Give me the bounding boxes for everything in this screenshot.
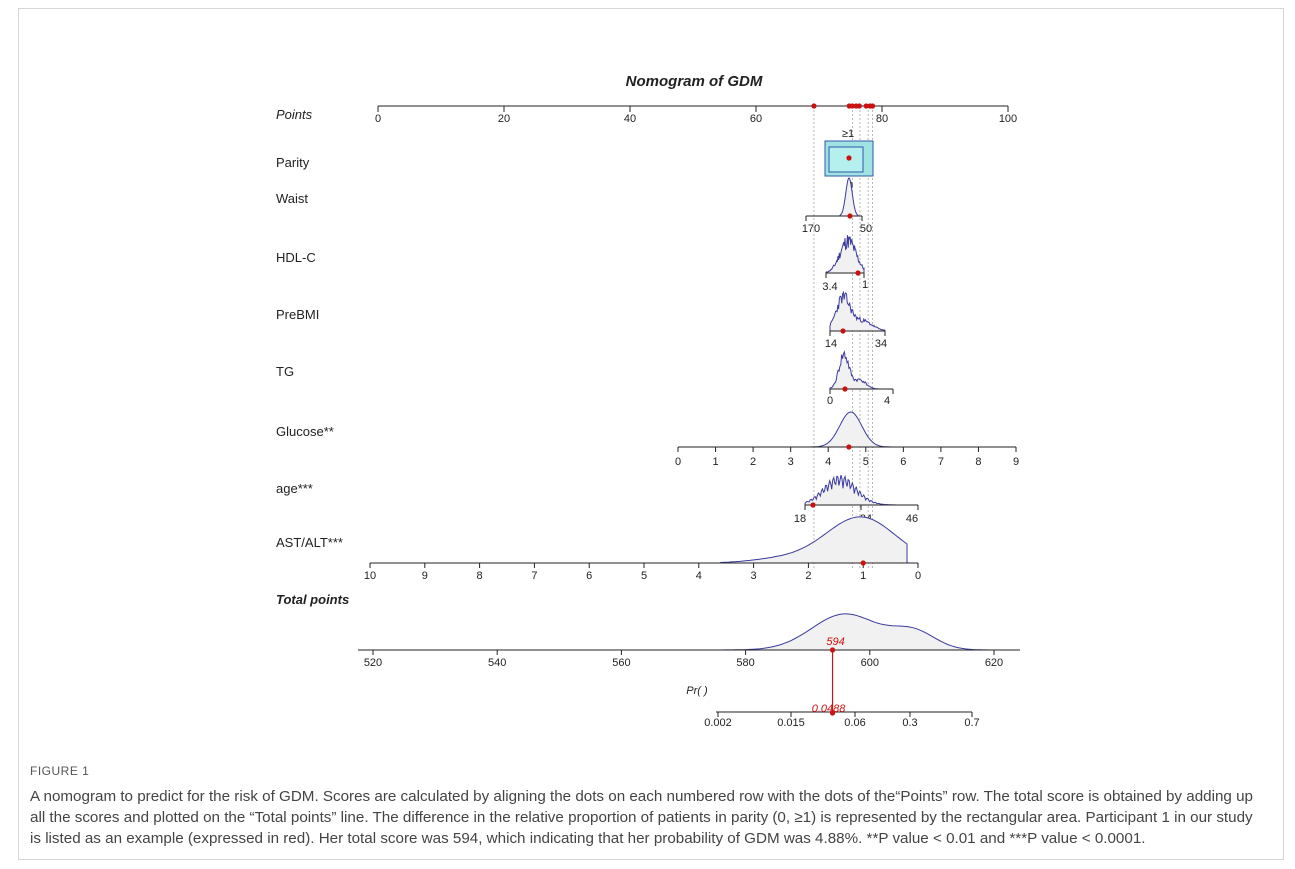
total-points-tick-label-520: 520 (364, 657, 382, 669)
glucose-tick-label-8: 8 (975, 456, 981, 468)
probability-tick-label-3: 0.3 (902, 717, 917, 729)
points-axis-tick-label-40: 40 (624, 113, 636, 125)
astalt-tick-label-9: 9 (422, 570, 428, 582)
total-points-tick-label-600: 600 (861, 657, 879, 669)
astalt-tick-label-10: 10 (364, 570, 376, 582)
example-probability-label: 0.0488 (812, 703, 847, 715)
glucose-tick-label-3: 3 (788, 456, 794, 468)
age-density (804, 474, 918, 506)
total-points-tick-label-560: 560 (612, 657, 630, 669)
astalt-tick-label-5: 5 (641, 570, 647, 582)
glucose-tick-label-1: 1 (712, 456, 718, 468)
glucose-tick-label-7: 7 (938, 456, 944, 468)
age-label: age*** (276, 481, 313, 496)
total-points-label: Total points (276, 592, 349, 607)
astalt-tick-label-2: 2 (805, 570, 811, 582)
age-dot (810, 502, 816, 508)
age-tick-label-46: 46 (906, 513, 918, 525)
astalt-tick-label-1: 1 (860, 570, 866, 582)
figure-caption: FIGURE 1 A nomogram to predict for the r… (30, 764, 1260, 849)
waist-label: Waist (276, 191, 308, 206)
tg-dot (842, 386, 848, 392)
astalt-tick-label-6: 6 (586, 570, 592, 582)
astalt-label: AST/ALT*** (276, 535, 343, 550)
astalt-density (720, 516, 908, 564)
astalt-dot (860, 560, 866, 566)
points-axis-tick-label-0: 0 (375, 113, 381, 125)
waist-dot (847, 213, 853, 219)
tg-tick-label-0: 0 (827, 395, 833, 407)
parity-label: Parity (276, 155, 310, 170)
hdlc-label: HDL-C (276, 250, 316, 265)
points-axis-tick-label-80: 80 (876, 113, 888, 125)
hdlc-tick-label-0: 3.4 (822, 281, 837, 293)
waist-density (839, 177, 859, 217)
points-axis-tick-label-60: 60 (750, 113, 762, 125)
points-axis-dot-0 (811, 103, 817, 109)
astalt-tick-label-4: 4 (696, 570, 702, 582)
prebmi-tick-label-0: 14 (825, 338, 837, 350)
probability-tick-label-0: 0.002 (704, 717, 732, 729)
points-axis-tick-label-100: 100 (999, 113, 1017, 125)
total-points-tick-label-580: 580 (736, 657, 754, 669)
waist-tick-label-0: 170 (802, 223, 820, 235)
example-total-label: 594 (826, 636, 844, 648)
glucose-tick-label-9: 9 (1013, 456, 1019, 468)
figure-label: FIGURE 1 (30, 764, 90, 778)
probability-tick-label-2: 0.06 (844, 717, 865, 729)
astalt-tick-label-7: 7 (531, 570, 537, 582)
points-axis-dot-2 (849, 103, 855, 109)
points-axis-dot-5 (863, 103, 869, 109)
glucose-dot (846, 444, 852, 450)
prebmi-label: PreBMI (276, 307, 319, 322)
glucose-label: Glucose** (276, 424, 334, 439)
example-probability-dot (829, 710, 836, 716)
glucose-density (801, 411, 911, 448)
astalt-tick-label-3: 3 (751, 570, 757, 582)
tg-label: TG (276, 364, 294, 379)
figure-caption-text: A nomogram to predict for the risk of GD… (30, 788, 1253, 847)
probability-tick-label-4: 0.7 (964, 717, 979, 729)
total-points-tick-label-540: 540 (488, 657, 506, 669)
points-axis-dot-4 (856, 103, 862, 109)
points-axis-tick-label-20: 20 (498, 113, 510, 125)
astalt-tick-label-8: 8 (477, 570, 483, 582)
glucose-tick-label-6: 6 (900, 456, 906, 468)
points-axis-dot-7 (869, 103, 876, 109)
probability-axis-label: Pr( ) (686, 685, 708, 697)
glucose-tick-label-5: 5 (863, 456, 869, 468)
total-points-tick-label-620: 620 (985, 657, 1003, 669)
prebmi-density (829, 290, 886, 332)
astalt-tick-label-0: 0 (915, 570, 921, 582)
parity-dot (846, 155, 852, 161)
glucose-tick-label-0: 0 (675, 456, 681, 468)
hdlc-tick-label-1: 1 (862, 279, 868, 291)
parity-box-inner (828, 146, 864, 173)
tg-tick-label-1: 4 (884, 395, 890, 407)
hdlc-dot (855, 270, 861, 276)
glucose-tick-label-2: 2 (750, 456, 756, 468)
figure-frame (18, 8, 1284, 860)
hdlc-density (825, 235, 865, 274)
probability-tick-label-1: 0.015 (777, 717, 805, 729)
prebmi-tick-label-1: 34 (875, 338, 887, 350)
waist-tick-label-1: 50 (860, 223, 872, 235)
prebmi-dot (840, 328, 846, 334)
tg-density (829, 350, 893, 390)
points-axis-label: Points (276, 107, 313, 122)
age-tick-label-18: 18 (794, 513, 806, 525)
glucose-tick-label-4: 4 (825, 456, 831, 468)
parity-level-ge1: ≥1 (842, 128, 854, 140)
chart-title: Nomogram of GDM (626, 73, 763, 90)
